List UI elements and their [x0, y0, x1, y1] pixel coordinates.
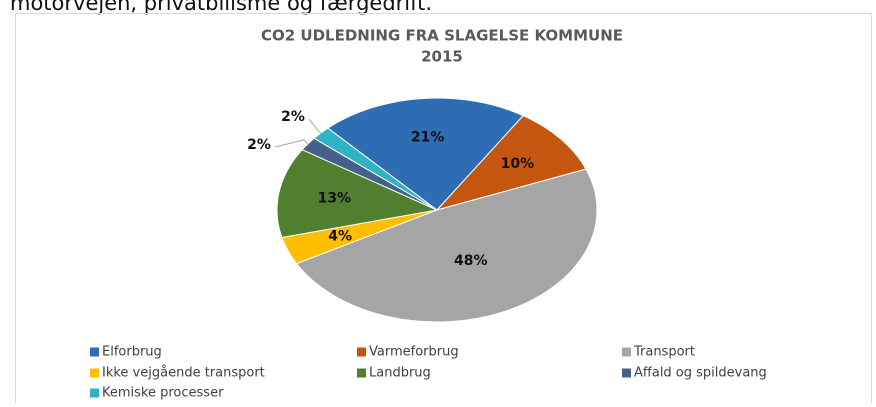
legend-label: Kemiske processer	[102, 386, 224, 401]
data-label: 48%	[454, 253, 488, 269]
legend-label: Transport	[633, 345, 695, 360]
pie-slice	[276, 149, 439, 239]
legend-label: Elforbrug	[102, 345, 162, 360]
legend-swatch	[357, 368, 366, 378]
leader-line	[308, 118, 322, 134]
legend-swatch	[622, 347, 631, 357]
data-label: 10%	[501, 156, 535, 172]
legend-label: Ikke vejgående transport	[102, 366, 265, 381]
chart-title: CO2 UDLEDNING FRA SLAGELSE KOMMUNE	[261, 27, 623, 45]
legend-swatch	[622, 368, 631, 378]
leader-line	[274, 139, 309, 148]
chart-frame	[15, 13, 872, 407]
chart-title: 2015	[421, 48, 463, 66]
legend-swatch	[357, 347, 366, 357]
data-label: 21%	[411, 129, 445, 145]
data-label: 2%	[281, 109, 305, 125]
data-label: 2%	[247, 137, 271, 153]
legend-swatch	[90, 347, 99, 357]
legend-swatch	[90, 368, 99, 378]
body-text: motorvejen, privatbilisme og færgedrift.	[10, 0, 432, 15]
legend-label: Affald og spildevang	[634, 366, 767, 381]
legend-label: Landbrug	[369, 366, 431, 381]
pie-slice	[295, 168, 598, 323]
legend-swatch	[90, 388, 99, 398]
legend-label: Varmeforbrug	[369, 345, 459, 360]
data-label: 13%	[318, 190, 352, 206]
pie-slice	[435, 115, 587, 211]
data-label: 4%	[328, 229, 352, 245]
pie-slice	[327, 97, 525, 211]
